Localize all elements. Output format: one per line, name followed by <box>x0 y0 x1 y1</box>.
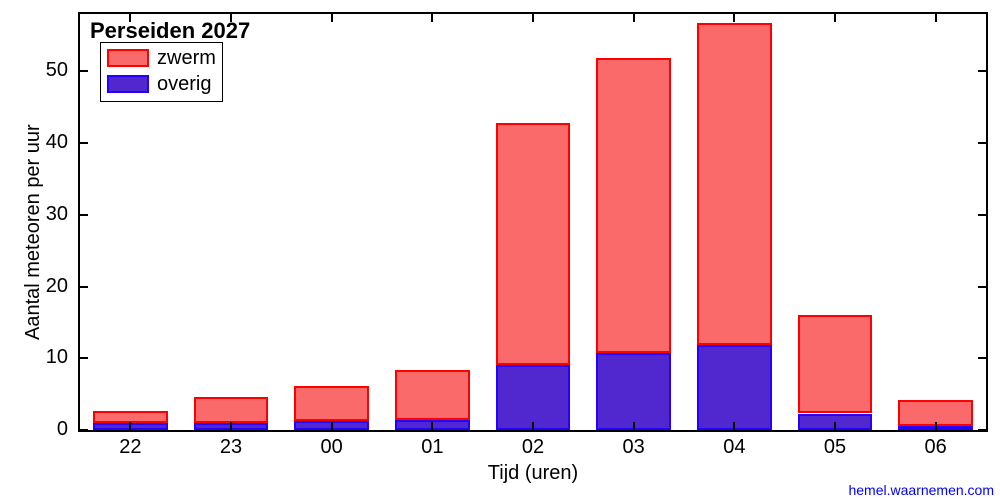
x-tick-top <box>733 14 735 22</box>
y-tick-right <box>978 142 986 144</box>
x-tick-bottom <box>230 422 232 430</box>
bar-zwerm-23 <box>194 397 268 423</box>
y-tick-left <box>80 357 88 359</box>
x-tick-label: 00 <box>281 436 382 459</box>
x-tick-label: 22 <box>80 436 181 459</box>
x-tick-bottom <box>834 422 836 430</box>
y-tick-left <box>80 70 88 72</box>
x-tick-top <box>431 14 433 22</box>
y-tick-left <box>80 286 88 288</box>
bar-overig-04 <box>697 345 771 430</box>
x-tick-label: 05 <box>785 436 886 459</box>
x-tick-bottom <box>935 422 937 430</box>
bar-zwerm-02 <box>496 123 570 365</box>
x-tick-label: 03 <box>583 436 684 459</box>
legend-item-zwerm: zwerm <box>107 45 216 71</box>
y-tick-label: 0 <box>0 418 68 441</box>
bar-zwerm-01 <box>395 370 469 420</box>
x-tick-top <box>935 14 937 22</box>
x-tick-bottom <box>633 422 635 430</box>
x-tick-label: 04 <box>684 436 785 459</box>
bar-zwerm-03 <box>596 58 670 352</box>
attribution-link[interactable]: hemel.waarnemen.com <box>848 482 994 498</box>
y-tick-label: 10 <box>0 346 68 369</box>
x-tick-top <box>633 14 635 22</box>
bar-overig-03 <box>596 353 670 430</box>
legend-item-overig: overig <box>107 71 216 97</box>
x-tick-bottom <box>331 422 333 430</box>
y-tick-right <box>978 286 986 288</box>
y-tick-left <box>80 142 88 144</box>
legend-label: overig <box>157 72 211 96</box>
y-tick-left <box>80 429 88 431</box>
y-tick-right <box>978 70 986 72</box>
x-tick-label: 01 <box>382 436 483 459</box>
x-tick-top <box>834 14 836 22</box>
bar-zwerm-04 <box>697 23 771 346</box>
bar-overig-02 <box>496 365 570 430</box>
x-tick-label: 02 <box>483 436 584 459</box>
y-tick-label: 50 <box>0 59 68 82</box>
x-tick-label: 23 <box>181 436 282 459</box>
bar-zwerm-00 <box>294 386 368 422</box>
x-tick-bottom <box>532 422 534 430</box>
y-axis-label: Aantal meteoren per uur <box>22 124 45 340</box>
legend-swatch-overig <box>107 75 149 93</box>
x-tick-bottom <box>733 422 735 430</box>
x-tick-label: 06 <box>885 436 986 459</box>
y-tick-left <box>80 214 88 216</box>
x-tick-top <box>532 14 534 22</box>
bar-zwerm-05 <box>798 315 872 414</box>
y-tick-right <box>978 429 986 431</box>
y-tick-right <box>978 357 986 359</box>
x-tick-bottom <box>431 422 433 430</box>
chart-title: Perseiden 2027 <box>90 18 250 44</box>
legend-label: zwerm <box>157 46 216 70</box>
meteor-chart: 01020304050 222300010203040506 Aantal me… <box>0 0 1000 500</box>
legend: zwermoverig <box>100 42 223 102</box>
x-tick-top <box>331 14 333 22</box>
legend-swatch-zwerm <box>107 49 149 67</box>
x-tick-bottom <box>129 422 131 430</box>
y-tick-right <box>978 214 986 216</box>
